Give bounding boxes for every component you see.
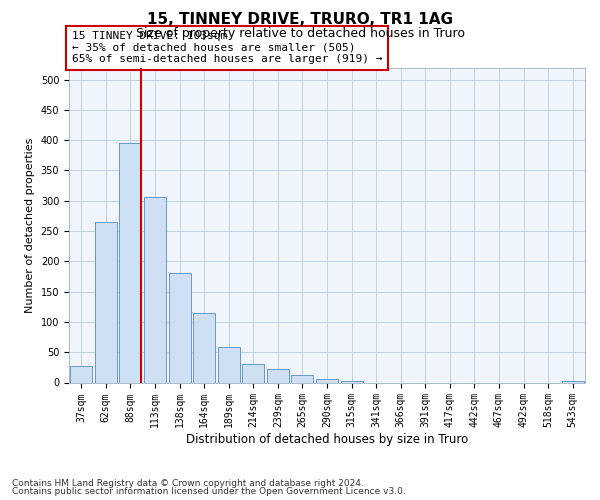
Bar xyxy=(169,273,191,382)
Bar xyxy=(144,196,166,382)
Text: Contains HM Land Registry data © Crown copyright and database right 2024.: Contains HM Land Registry data © Crown c… xyxy=(12,478,364,488)
Text: Contains public sector information licensed under the Open Government Licence v3: Contains public sector information licen… xyxy=(12,487,406,496)
Bar xyxy=(218,348,240,382)
X-axis label: Distribution of detached houses by size in Truro: Distribution of detached houses by size … xyxy=(186,433,468,446)
Bar xyxy=(267,369,289,382)
Y-axis label: Number of detached properties: Number of detached properties xyxy=(25,138,35,312)
Bar xyxy=(95,222,117,382)
Text: 15, TINNEY DRIVE, TRURO, TR1 1AG: 15, TINNEY DRIVE, TRURO, TR1 1AG xyxy=(147,12,453,28)
Text: 15 TINNEY DRIVE: 103sqm
← 35% of detached houses are smaller (505)
65% of semi-d: 15 TINNEY DRIVE: 103sqm ← 35% of detache… xyxy=(71,31,382,64)
Bar xyxy=(193,313,215,382)
Bar xyxy=(70,366,92,382)
Bar xyxy=(119,143,142,382)
Bar xyxy=(292,375,313,382)
Bar xyxy=(316,379,338,382)
Text: Size of property relative to detached houses in Truro: Size of property relative to detached ho… xyxy=(136,28,464,40)
Bar xyxy=(562,380,584,382)
Bar xyxy=(242,364,265,382)
